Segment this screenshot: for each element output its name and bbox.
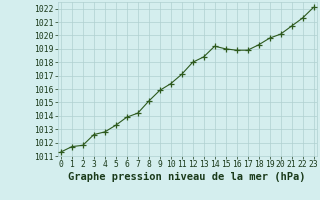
X-axis label: Graphe pression niveau de la mer (hPa): Graphe pression niveau de la mer (hPa): [68, 172, 306, 182]
